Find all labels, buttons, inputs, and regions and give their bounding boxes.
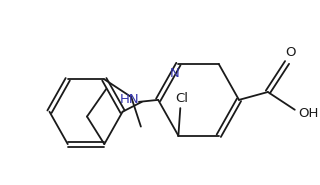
Text: N: N	[170, 67, 180, 80]
Text: Cl: Cl	[175, 92, 188, 105]
Text: HN: HN	[119, 93, 139, 106]
Text: OH: OH	[298, 107, 318, 120]
Text: O: O	[286, 46, 296, 59]
